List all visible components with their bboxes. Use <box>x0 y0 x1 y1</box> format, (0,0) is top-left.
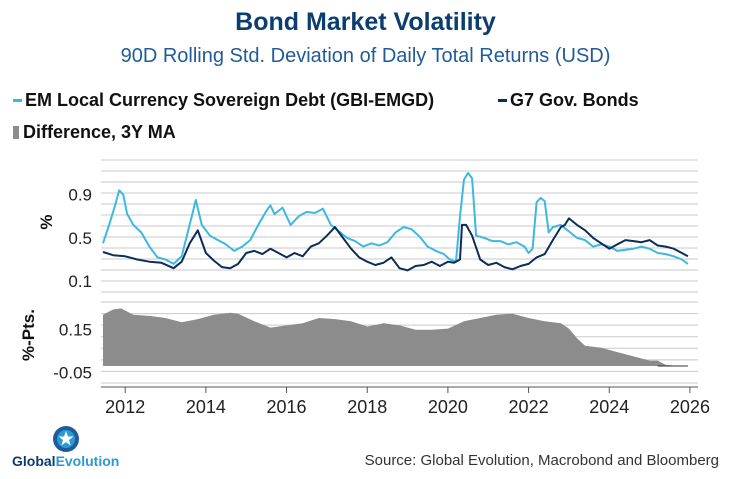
x-tick-label: 2018 <box>347 397 387 417</box>
legend-swatch-em <box>13 99 22 102</box>
x-tick-label: 2026 <box>670 397 710 417</box>
legend-label-g7: G7 Gov. Bonds <box>510 90 639 110</box>
difference-area-series <box>103 308 688 366</box>
legend-item-g7: G7 Gov. Bonds <box>498 90 639 111</box>
em-series-line <box>102 172 689 265</box>
x-tick-label: 2024 <box>589 397 629 417</box>
source-note: Source: Global Evolution, Macrobond and … <box>364 452 719 469</box>
logo-text-part1: Global <box>12 453 56 469</box>
logo-text: GlobalEvolution <box>12 453 119 469</box>
y-tick-label-bottom: -0.05 <box>53 363 92 382</box>
legend-item-diff: Difference, 3Y MA <box>13 122 176 143</box>
x-tick-label: 2016 <box>267 397 307 417</box>
legend-item-em: EM Local Currency Sovereign Debt (GBI-EM… <box>13 90 434 111</box>
y-axis-label-bottom: %-Pts. <box>19 309 38 361</box>
legend-swatch-g7 <box>498 99 507 102</box>
x-tick-label: 2020 <box>428 397 468 417</box>
y-axis-label-top: % <box>37 214 56 229</box>
x-tick-label: 2012 <box>105 397 145 417</box>
x-tick-label: 2022 <box>509 397 549 417</box>
y-tick-label-top: 0.1 <box>68 272 92 291</box>
x-tick-label: 2014 <box>186 397 226 417</box>
legend-label-em: EM Local Currency Sovereign Debt (GBI-EM… <box>25 90 435 110</box>
y-tick-label-bottom: 0.15 <box>59 321 92 340</box>
company-logo: GlobalEvolution <box>12 425 132 473</box>
y-tick-label-top: 0.5 <box>68 229 92 248</box>
star-globe-icon <box>53 426 79 452</box>
g7-series-line <box>102 217 689 272</box>
y-tick-label-top: 0.9 <box>68 186 92 205</box>
legend-label-diff: Difference, 3Y MA <box>23 122 176 142</box>
chart-title: Bond Market Volatility <box>235 8 496 36</box>
chart-subtitle: 90D Rolling Std. Deviation of Daily Tota… <box>120 45 611 67</box>
logo-text-part2: Evolution <box>55 453 120 469</box>
legend-swatch-diff <box>13 126 19 139</box>
